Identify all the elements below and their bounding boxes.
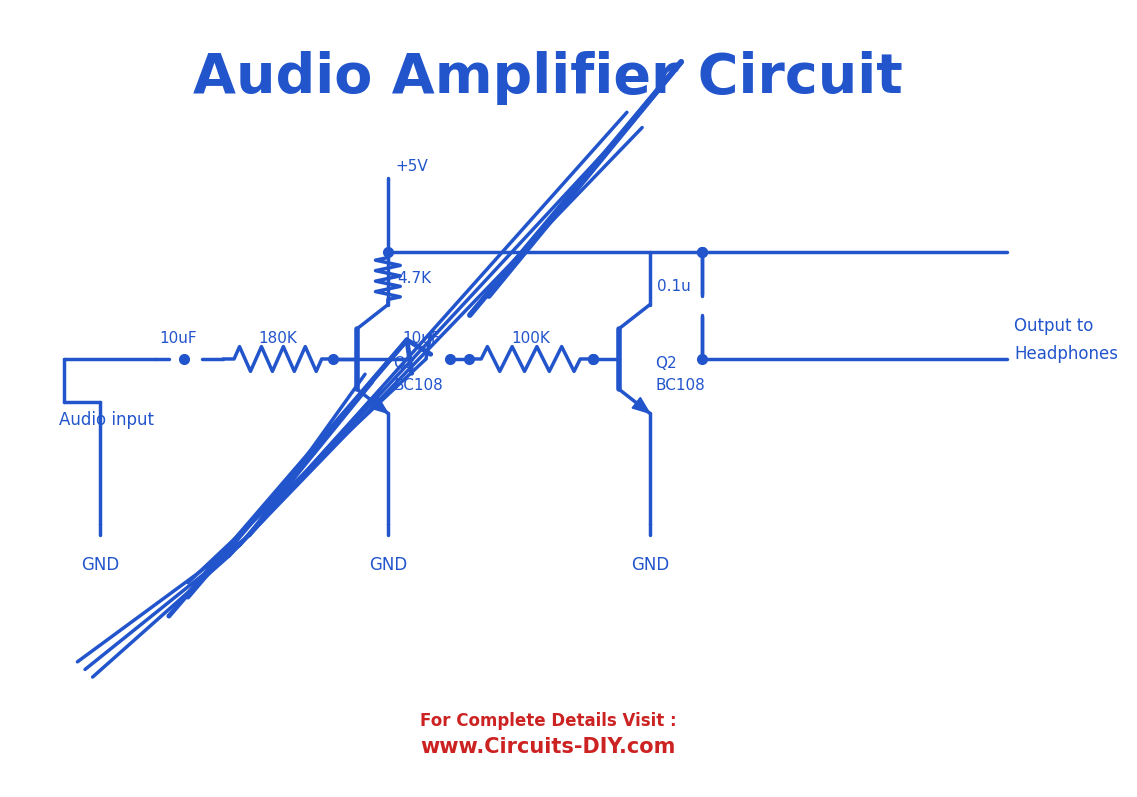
Text: Audio Amplifier Circuit: Audio Amplifier Circuit [193, 51, 903, 105]
Text: GND: GND [81, 556, 119, 574]
Text: Output to: Output to [1014, 316, 1094, 335]
Text: 0.1u: 0.1u [657, 279, 690, 294]
Text: 100K: 100K [512, 331, 550, 346]
Text: 180K: 180K [258, 331, 297, 346]
Text: +5V: +5V [396, 159, 429, 174]
Text: For Complete Details Visit :: For Complete Details Visit : [420, 712, 677, 730]
Text: 4.7K: 4.7K [398, 271, 432, 286]
Text: 10uF: 10uF [402, 331, 440, 346]
Text: www.Circuits-DIY.com: www.Circuits-DIY.com [421, 736, 677, 756]
Text: Headphones: Headphones [1014, 345, 1119, 363]
Text: Q2: Q2 [655, 356, 678, 371]
Polygon shape [371, 398, 388, 414]
Text: BC108: BC108 [393, 378, 443, 393]
Text: 10uF: 10uF [159, 331, 197, 346]
Polygon shape [632, 398, 649, 414]
Text: BC108: BC108 [655, 378, 705, 393]
Text: GND: GND [631, 556, 669, 574]
Text: Q1: Q1 [393, 356, 415, 371]
Text: Audio input: Audio input [59, 411, 155, 430]
Text: GND: GND [368, 556, 407, 574]
